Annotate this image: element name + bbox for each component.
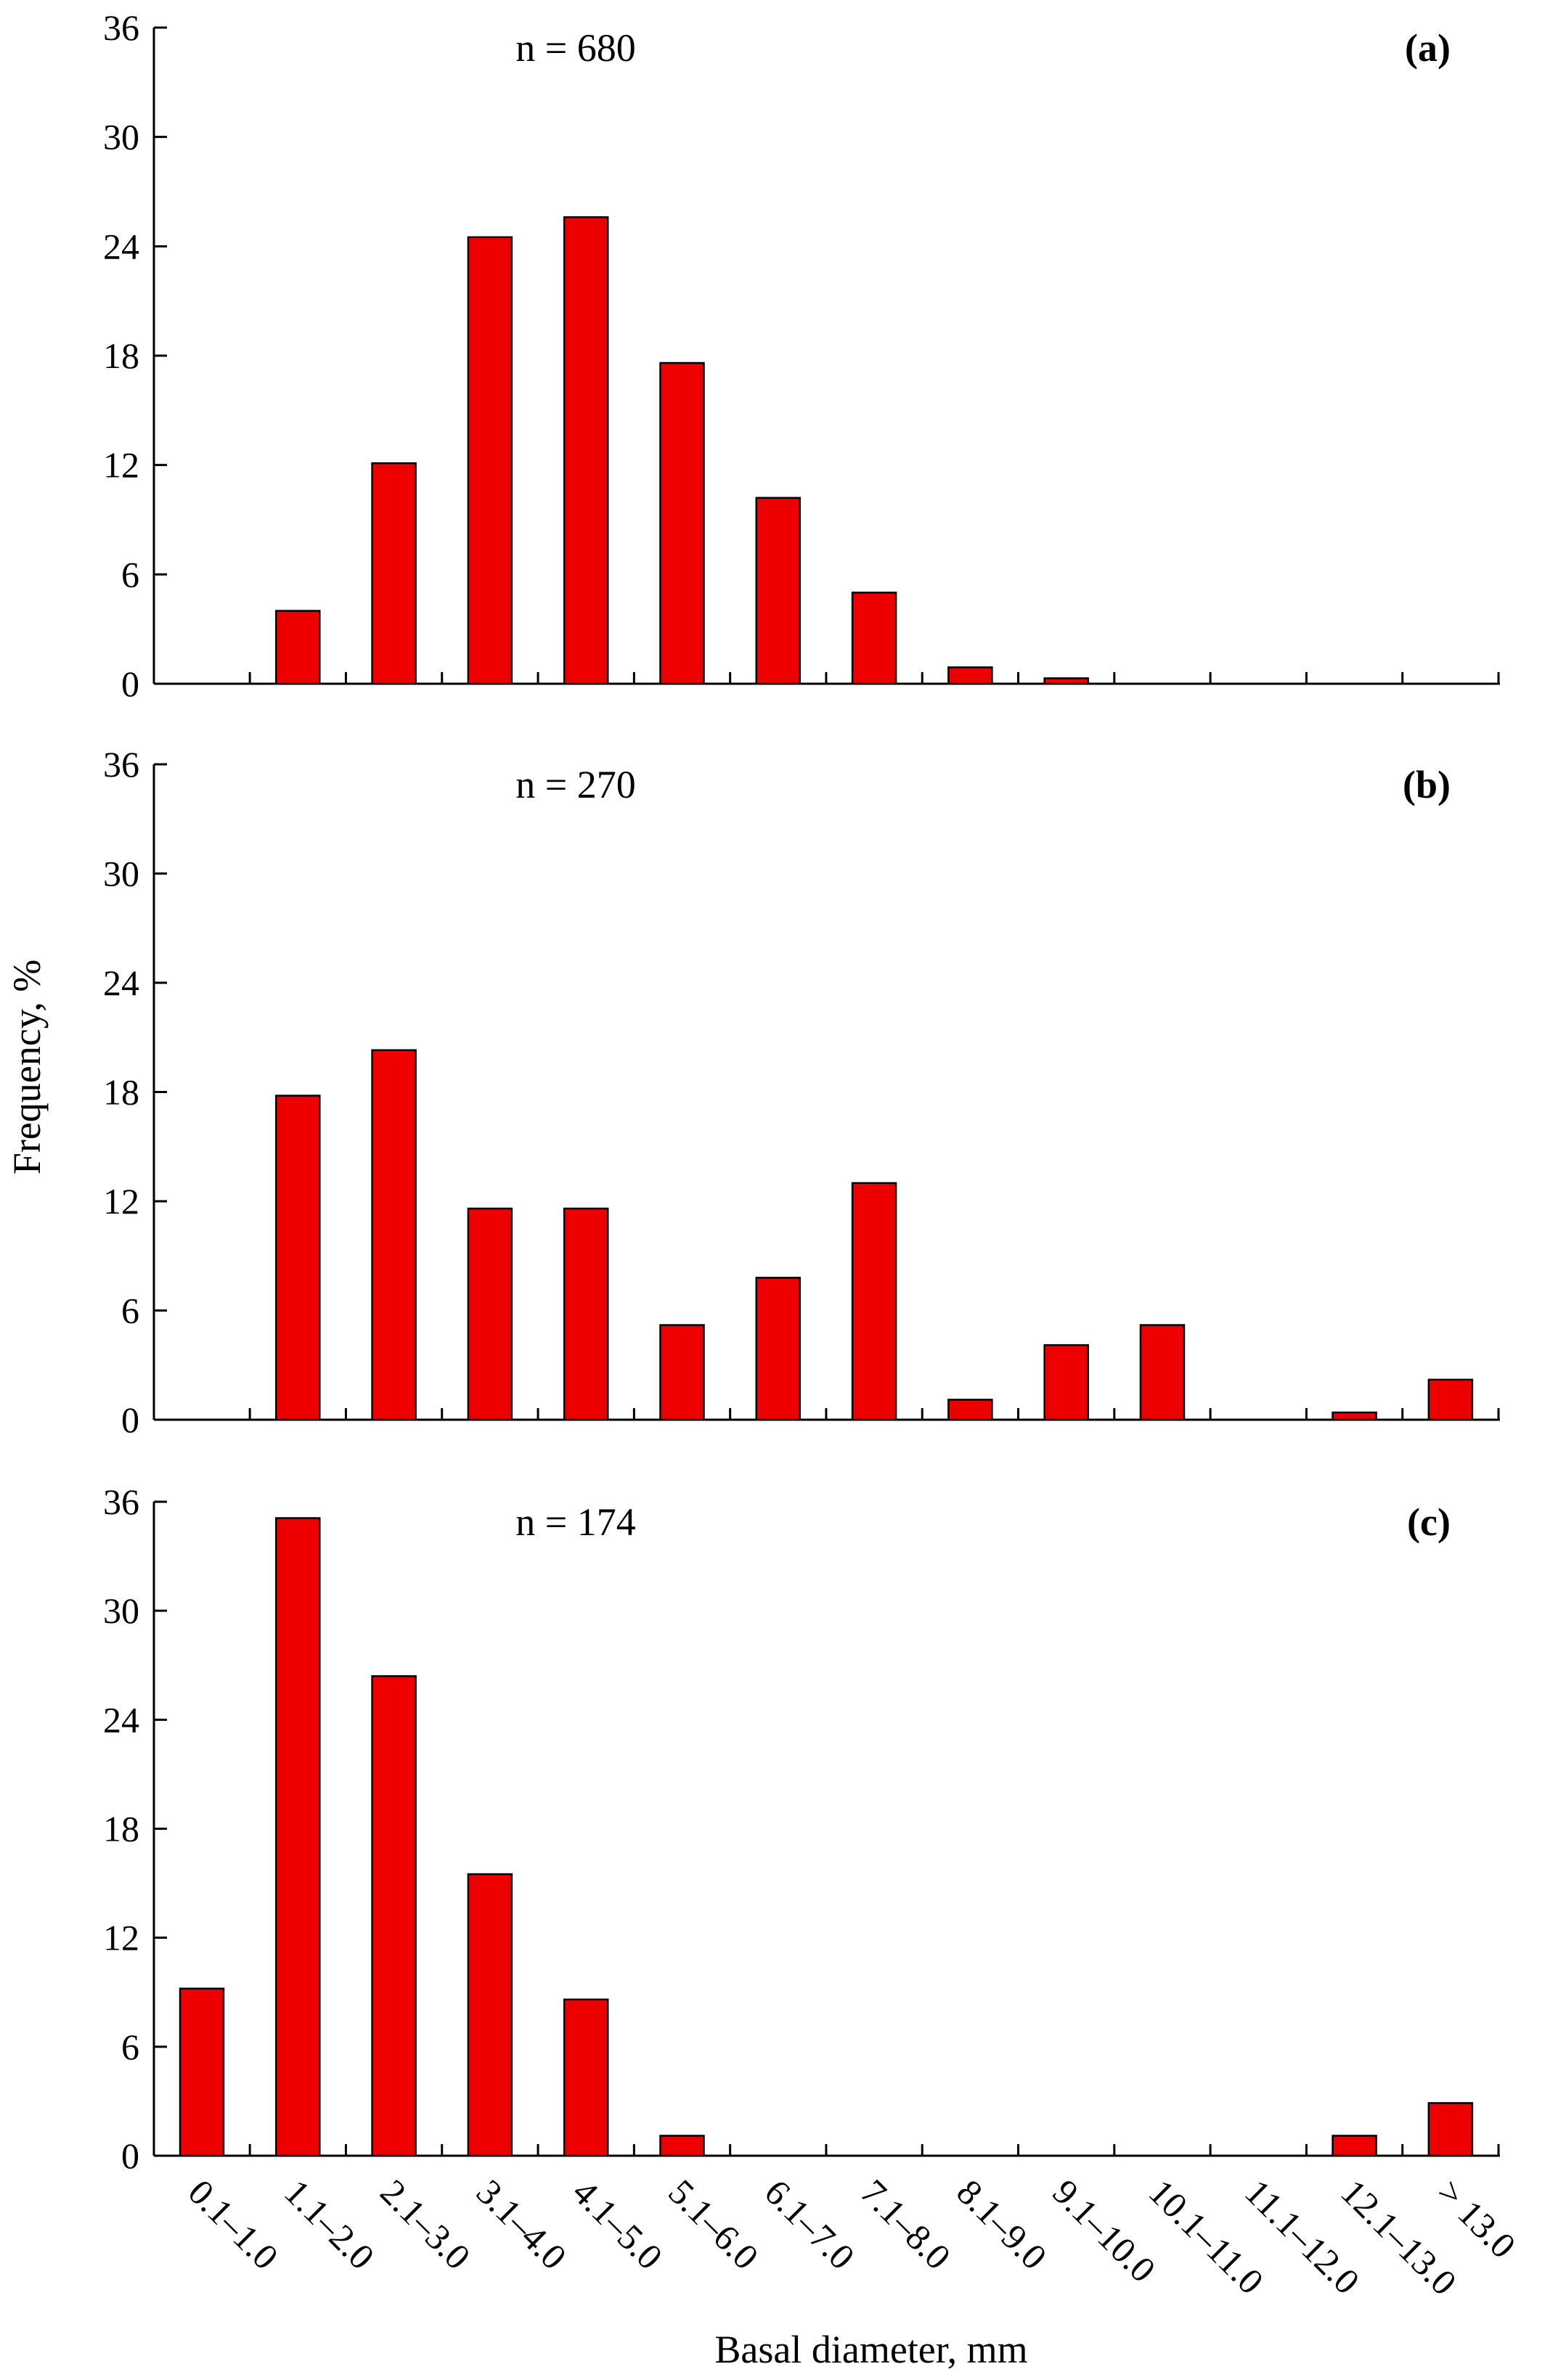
bar-7.1-8.0 [851, 592, 897, 685]
x-category-label: 1.1–2.0 [277, 2172, 383, 2278]
chart-panel-b: 0 6 12 18 24 30 36 n = 270 (b) [103, 744, 1500, 1440]
bar-0.1-1.0 [179, 1987, 225, 2157]
bar-2.1-3.0 [371, 1675, 417, 2157]
y-tick-label: 18 [103, 1809, 139, 1849]
y-tick-label: 18 [103, 335, 139, 376]
y-tick-label: 12 [103, 445, 139, 486]
x-category-label: 7.1–8.0 [853, 2172, 959, 2278]
x-category-label: 8.1–9.0 [949, 2172, 1055, 2278]
chart-panel-a: 0 6 12 18 24 30 36 n = 680 (a) [103, 7, 1500, 704]
x-axis-title: Basal diameter, mm [714, 2328, 1027, 2371]
bar-1.1-2.0 [275, 610, 321, 685]
y-tick-label: 18 [103, 1072, 139, 1113]
panel-label: (a) [1405, 26, 1451, 70]
bar-2.1-3.0 [371, 462, 417, 685]
chart-panel-c: 0 6 12 18 24 30 36 n = 174 (c) 0.1–1.01.1–2.02.1–… [103, 1481, 1524, 2303]
panel-label: (c) [1407, 1500, 1451, 1544]
bar-2.1-3.0 [371, 1049, 417, 1421]
x-category-label: 2.1–3.0 [372, 2172, 478, 2278]
x-category-label: > 13.0 [1429, 2172, 1524, 2266]
bar-6.1-7.0 [755, 1277, 802, 1421]
bar-9.1-10.0 [1043, 1344, 1089, 1421]
bar-7.1-8.0 [851, 1182, 897, 1421]
bar-10.1-11.0 [1139, 1324, 1186, 1421]
bar-8.1-9.0 [947, 666, 993, 685]
bar-12.1-13.0 [1331, 1411, 1377, 1421]
y-tick-label: 6 [121, 1291, 139, 1331]
x-category-label: 4.1–5.0 [565, 2172, 671, 2278]
y-tick-label: 24 [103, 962, 139, 1003]
bar-4.1-5.0 [563, 1998, 609, 2157]
bar-5.1-6.0 [659, 361, 705, 685]
y-tick-label: 0 [121, 1399, 139, 1440]
y-tick-label: 36 [103, 744, 139, 785]
x-category-label: 3.1–4.0 [469, 2172, 575, 2278]
y-tick-label: 12 [103, 1181, 139, 1222]
bar--13.0 [1427, 1378, 1474, 1421]
y-tick-label: 6 [121, 2027, 139, 2067]
bar-1.1-2.0 [275, 1517, 321, 2157]
bar-5.1-6.0 [659, 1324, 705, 1421]
sample-size-label: n = 174 [515, 1500, 635, 1544]
bar-4.1-5.0 [563, 1207, 609, 1421]
bar-6.1-7.0 [755, 496, 802, 685]
y-tick-label: 30 [103, 854, 139, 894]
bar-8.1-9.0 [947, 1399, 993, 1421]
y-tick-label: 36 [103, 1481, 139, 1522]
y-tick-label: 30 [103, 1590, 139, 1631]
bar-1.1-2.0 [275, 1095, 321, 1421]
panel-label: (b) [1403, 763, 1451, 806]
y-tick-label: 0 [121, 2135, 139, 2176]
sample-size-label: n = 270 [515, 763, 635, 806]
x-category-label: 0.1–1.0 [181, 2172, 287, 2278]
bar-9.1-10.0 [1043, 677, 1089, 685]
bar-12.1-13.0 [1331, 2135, 1377, 2157]
bar--13.0 [1427, 2102, 1474, 2157]
y-tick-label: 36 [103, 7, 139, 48]
sample-size-label: n = 680 [515, 26, 635, 70]
y-tick-label: 30 [103, 117, 139, 158]
bar-3.1-4.0 [467, 236, 513, 685]
panels-group: 0 6 12 18 24 30 36 n = 680 (a) 0 6 12 18 24 30 36 n = 27… [103, 7, 1524, 2303]
y-tick-label: 24 [103, 1699, 139, 1740]
bar-4.1-5.0 [563, 216, 609, 685]
y-tick-label: 24 [103, 226, 139, 266]
x-category-label: 5.1–6.0 [661, 2172, 767, 2278]
bar-3.1-4.0 [467, 1207, 513, 1421]
x-category-label: 9.1–10.0 [1045, 2172, 1163, 2290]
y-axis-title: Frequency, % [5, 960, 49, 1174]
x-category-label: 6.1–7.0 [757, 2172, 863, 2278]
y-tick-label: 12 [103, 1918, 139, 1958]
y-tick-label: 6 [121, 554, 139, 594]
bar-3.1-4.0 [467, 1873, 513, 2157]
y-tick-label: 0 [121, 663, 139, 704]
bar-5.1-6.0 [659, 2135, 705, 2157]
